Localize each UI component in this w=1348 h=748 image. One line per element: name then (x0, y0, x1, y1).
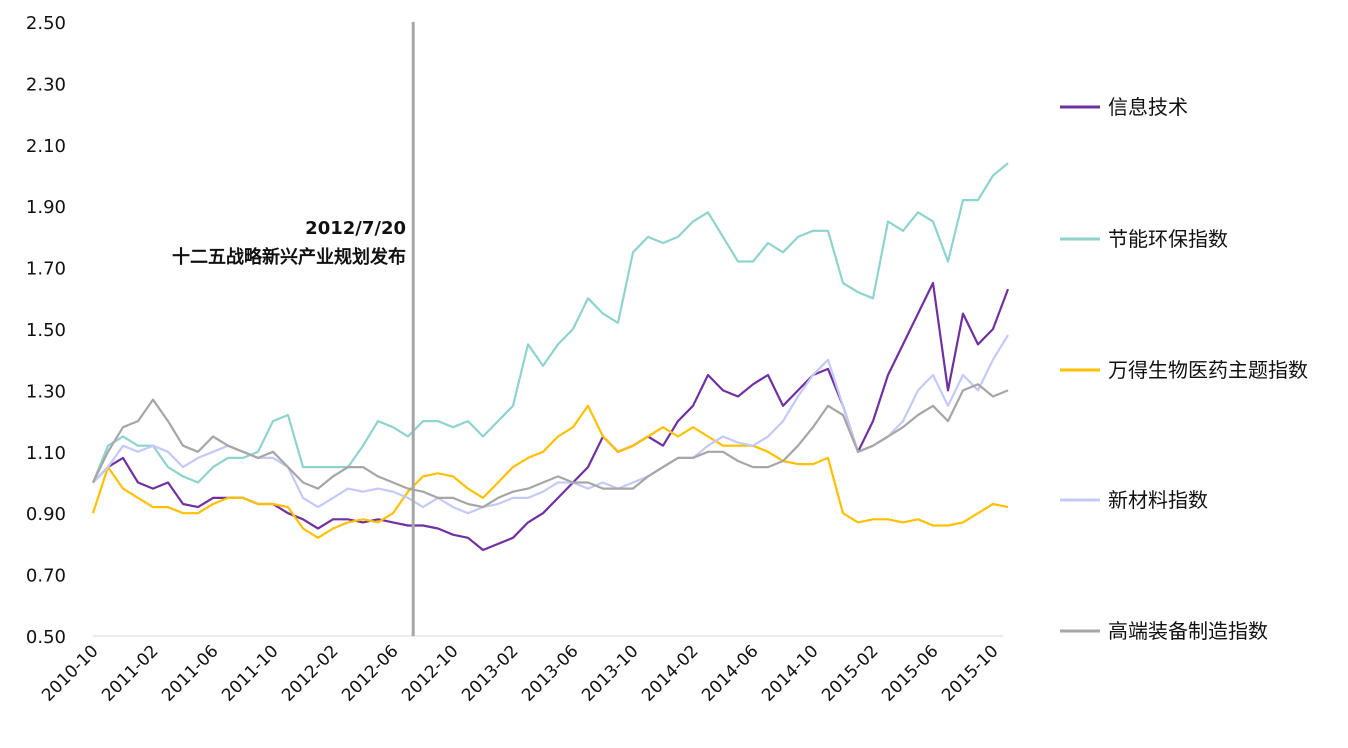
x-tick-label: 2011-10 (218, 641, 282, 705)
y-tick-label: 0.70 (26, 566, 66, 587)
legend-item: 信息技术 (1060, 95, 1188, 119)
x-tick-label: 2014-06 (698, 641, 762, 705)
legend-label: 新材料指数 (1108, 488, 1208, 512)
y-tick-label: 1.50 (26, 320, 66, 341)
x-tick-label: 2012-10 (398, 641, 462, 705)
y-tick-label: 1.70 (26, 259, 66, 280)
y-tick-label: 0.90 (26, 504, 66, 525)
x-tick-label: 2015-10 (938, 641, 1002, 705)
x-tick-label: 2012-06 (338, 641, 402, 705)
series-line-0 (92, 281, 1010, 552)
legend-label: 高端装备制造指数 (1108, 619, 1268, 643)
x-tick-label: 2013-06 (518, 641, 582, 705)
y-tick-label: 1.90 (26, 197, 66, 218)
y-tick-label: 2.10 (26, 136, 66, 157)
x-tick-label: 2013-10 (578, 641, 642, 705)
legend-item: 高端装备制造指数 (1060, 619, 1268, 643)
legend-label: 信息技术 (1108, 95, 1188, 119)
event-annotation: 2012/7/20 十二五战略新兴产业规划发布 (172, 22, 415, 636)
legend-label: 节能环保指数 (1108, 227, 1228, 251)
series-line-1 (91, 162, 1009, 484)
series-lines (91, 162, 1010, 552)
x-tick-label: 2012-02 (278, 641, 342, 705)
legend-item: 节能环保指数 (1060, 227, 1228, 251)
series-line-4 (92, 383, 1009, 509)
y-tick-label: 2.30 (26, 74, 66, 95)
y-axis: 0.50 0.70 0.90 1.10 1.30 1.50 1.70 1.90 2.10 2.30… (26, 13, 66, 648)
x-tick-label: 2011-02 (98, 641, 162, 705)
y-tick-label: 0.50 (26, 627, 66, 648)
x-tick-label: 2014-10 (758, 641, 822, 705)
x-tick-label: 2011-06 (158, 641, 222, 705)
x-axis: 2010-102011-022011-062011-102012-022012-… (38, 635, 1003, 706)
x-tick-label: 2010-10 (38, 641, 102, 705)
x-tick-label: 2014-02 (638, 641, 702, 705)
y-tick-label: 2.50 (26, 13, 66, 34)
legend-label: 万得生物医药主题指数 (1108, 358, 1308, 382)
event-description-label: 十二五战略新兴产业规划发布 (172, 246, 406, 268)
x-tick-label: 2013-02 (458, 641, 522, 705)
series-line-2 (91, 404, 1009, 539)
x-tick-label: 2015-06 (878, 641, 942, 705)
x-tick-label: 2015-02 (818, 641, 882, 705)
y-tick-label: 1.10 (26, 443, 66, 464)
legend-item: 万得生物医药主题指数 (1060, 358, 1308, 382)
y-tick-label: 1.30 (26, 381, 66, 402)
legend-item: 新材料指数 (1060, 488, 1208, 512)
event-date-label: 2012/7/20 (305, 218, 406, 239)
